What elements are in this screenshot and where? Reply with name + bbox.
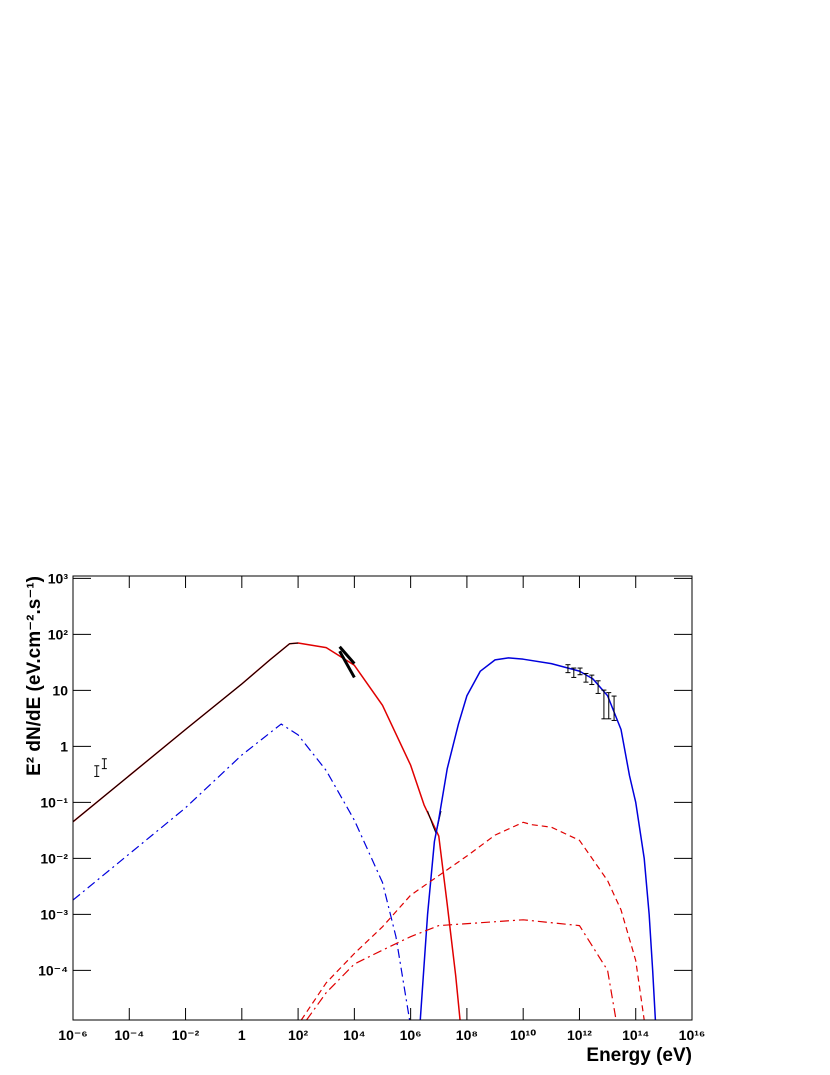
error-bar bbox=[606, 692, 612, 720]
series-line bbox=[338, 650, 356, 679]
error-bar bbox=[611, 695, 617, 721]
y-tick-label: 10⁻² bbox=[40, 850, 68, 866]
y-tick-label: 10⁻⁴ bbox=[38, 962, 68, 978]
x-tick-label: 10⁶ bbox=[400, 1027, 422, 1043]
error-bar bbox=[583, 672, 589, 683]
y-tick-label: 10² bbox=[48, 626, 69, 642]
error-bar bbox=[601, 689, 607, 720]
x-tick-label: 10⁻⁴ bbox=[114, 1027, 144, 1043]
error-bar bbox=[94, 765, 100, 777]
y-tick-label: 10 bbox=[52, 682, 68, 698]
x-tick-label: 10¹² bbox=[567, 1027, 592, 1043]
error-bar bbox=[577, 667, 583, 676]
error-bar bbox=[589, 674, 595, 686]
y-axis-title: E² dN/dE (eV.cm⁻².s⁻¹) bbox=[24, 576, 45, 776]
x-tick-label: 10² bbox=[288, 1027, 309, 1043]
series-line bbox=[338, 645, 356, 665]
plot-area bbox=[73, 642, 657, 1020]
y-tick-label: 10⁻³ bbox=[40, 906, 68, 922]
x-tick-label: 10⁻² bbox=[172, 1027, 200, 1043]
x-tick-label: 10⁻⁶ bbox=[58, 1027, 87, 1043]
series-line bbox=[419, 657, 657, 1020]
series-line bbox=[73, 723, 411, 1020]
x-tick-label: 1 bbox=[238, 1027, 246, 1043]
error-bar bbox=[571, 667, 577, 678]
error-bar bbox=[595, 680, 601, 694]
frame bbox=[72, 575, 693, 1021]
y-tick-label: 1 bbox=[60, 738, 68, 754]
series-line bbox=[300, 821, 645, 1020]
x-tick-label: 10¹⁶ bbox=[679, 1027, 706, 1043]
error-bar bbox=[565, 664, 571, 674]
error-bar bbox=[101, 758, 107, 770]
y-tick-label: 10³ bbox=[48, 570, 69, 586]
y-tick-label: 10⁻¹ bbox=[40, 794, 68, 810]
x-tick-label: 10¹⁰ bbox=[510, 1027, 536, 1043]
x-axis-title: Energy (eV) bbox=[586, 1045, 692, 1066]
x-tick-label: 10¹⁴ bbox=[622, 1027, 649, 1043]
x-tick-label: 10⁴ bbox=[343, 1027, 366, 1043]
x-tick-label: 10⁸ bbox=[456, 1027, 478, 1043]
